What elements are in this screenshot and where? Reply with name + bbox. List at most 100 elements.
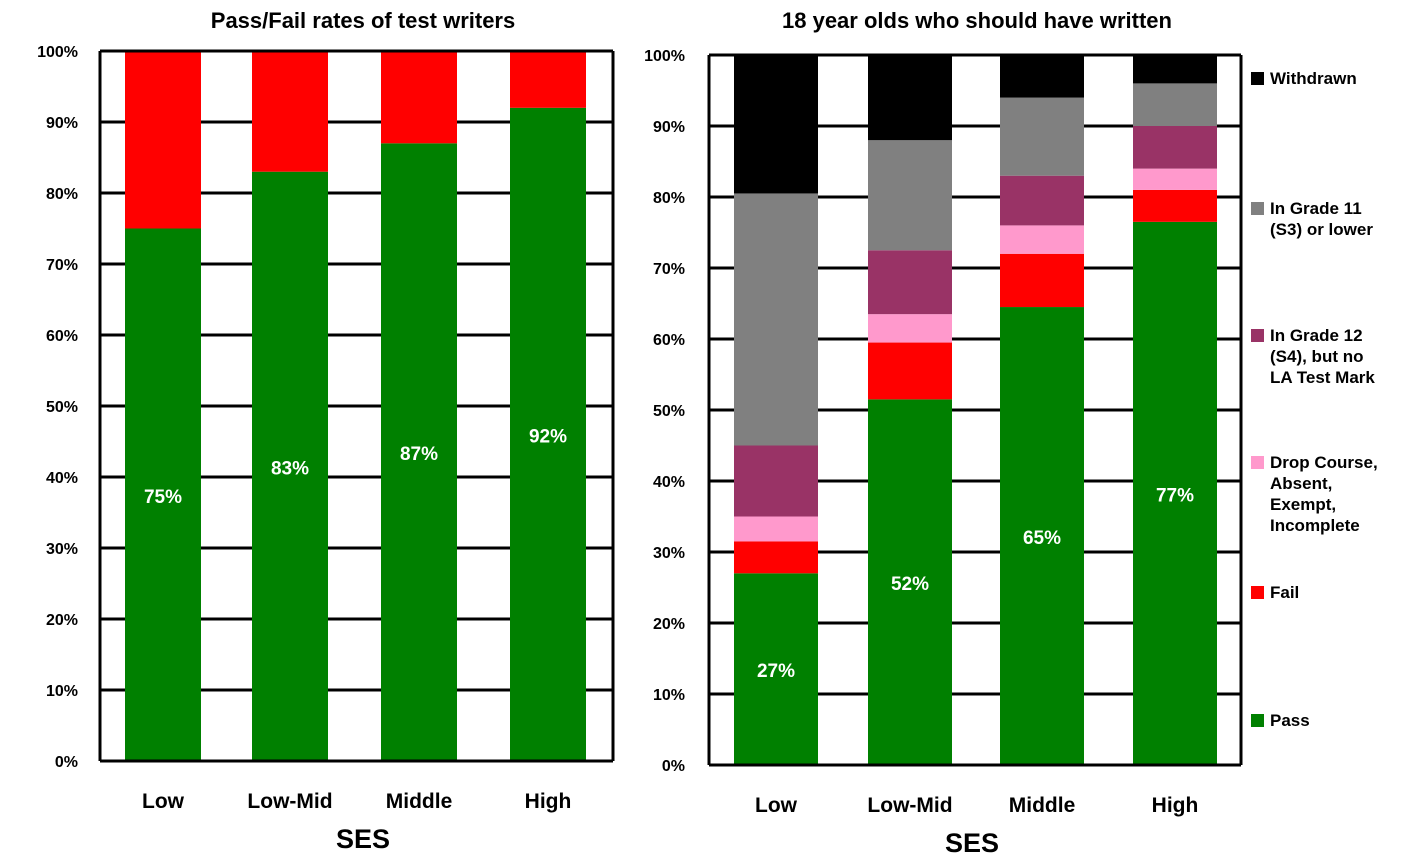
legend-label-line: Exempt,	[1270, 495, 1336, 514]
right-data-label-high: 77%	[1156, 485, 1194, 506]
legend-label-line: Incomplete	[1270, 516, 1360, 535]
right-bar-middle-withdrawn	[1000, 55, 1084, 98]
right-bar-low-mid-drop-course-absent-exempt-incomplete	[868, 314, 952, 343]
left-bar-high-fail	[510, 51, 586, 108]
left-bar-high-pass	[510, 107, 586, 762]
legend-label-line: (S3) or lower	[1270, 220, 1373, 239]
right-y-tick-label: 0%	[662, 758, 685, 775]
legend-label-line: Pass	[1270, 711, 1310, 730]
legend-swatch	[1251, 586, 1264, 599]
legend-item-in-grade-11: In Grade 11 (S3) or lower	[1251, 199, 1373, 239]
left-bar-middle-pass	[381, 143, 457, 762]
legend-label-line: In Grade 12	[1270, 326, 1363, 345]
left-bar-low-mid-pass	[252, 171, 328, 761]
right-bar-low-mid-in-grade-11-s3-or-lower	[868, 140, 952, 251]
right-chart-x-axis-label: SES	[945, 828, 999, 856]
left-x-tick-label-low: Low	[142, 790, 185, 813]
legend-label-line: Absent,	[1270, 474, 1332, 493]
left-chart-title: Pass/Fail rates of test writers	[211, 8, 515, 33]
left-y-tick-label: 80%	[46, 186, 78, 203]
right-chart-18-year-olds: 18 year olds who should have written SES…	[644, 8, 1243, 856]
right-x-tick-label-high: High	[1152, 794, 1199, 817]
right-bar-middle-in-grade-12-s4-but-no-la-test-mark	[1000, 175, 1084, 226]
left-chart-x-axis-label: SES	[336, 824, 390, 854]
right-bar-middle-fail	[1000, 253, 1084, 308]
right-bar-low-pass	[734, 573, 818, 765]
left-data-label-middle: 87%	[400, 444, 438, 465]
left-plot-area: 75% 83% 87% 92%	[98, 49, 615, 763]
right-y-tick-label: 80%	[653, 190, 685, 207]
right-bar-middle-pass	[1000, 307, 1084, 765]
right-data-label-low-mid: 52%	[891, 574, 929, 595]
right-y-tick-label: 30%	[653, 545, 685, 562]
left-y-tick-label: 50%	[46, 399, 78, 416]
left-y-tick-label: 30%	[46, 541, 78, 558]
right-chart-title: 18 year olds who should have written	[782, 8, 1172, 33]
legend-label-line: In Grade 11	[1270, 199, 1362, 218]
legend-swatch	[1251, 202, 1264, 215]
legend-swatch	[1251, 329, 1264, 342]
left-y-tick-label: 40%	[46, 470, 78, 487]
right-bar-low-withdrawn	[734, 55, 818, 194]
left-x-tick-label-middle: Middle	[386, 790, 453, 813]
left-y-tick-label: 0%	[55, 754, 78, 771]
right-plot-area: 27% 52% 65% 77%	[707, 53, 1243, 767]
left-data-label-low: 75%	[144, 487, 182, 508]
left-y-tick-label: 20%	[46, 612, 78, 629]
right-data-label-low: 27%	[757, 661, 795, 682]
right-bar-middle-drop-course-absent-exempt-incomplete	[1000, 225, 1084, 254]
legend-item-pass: Pass	[1251, 711, 1310, 730]
right-y-tick-label: 40%	[653, 474, 685, 491]
right-y-tick-label: 70%	[653, 261, 685, 278]
right-bar-low-drop-course-absent-exempt-incomplete	[734, 516, 818, 542]
right-y-tick-label: 90%	[653, 119, 685, 136]
legend-swatch	[1251, 72, 1264, 85]
right-bar-high-in-grade-11-s3-or-lower	[1133, 83, 1217, 126]
right-x-tick-label-low: Low	[755, 794, 798, 817]
right-bar-high-pass	[1133, 221, 1217, 766]
right-bar-high-drop-course-absent-exempt-incomplete	[1133, 168, 1217, 190]
right-x-tick-label-middle: Middle	[1009, 794, 1076, 817]
right-bar-low-mid-in-grade-12-s4-but-no-la-test-mark	[868, 250, 952, 315]
legend-swatch	[1251, 714, 1264, 727]
legend-label-line: Fail	[1270, 583, 1299, 602]
left-bar-low-pass	[125, 228, 201, 761]
legend-label-line: Withdrawn	[1270, 69, 1357, 88]
right-y-tick-label: 100%	[644, 48, 685, 65]
legend-item-fail: Fail	[1251, 583, 1299, 602]
right-y-tick-label: 60%	[653, 332, 685, 349]
right-data-label-middle: 65%	[1023, 528, 1061, 549]
right-y-tick-label: 50%	[653, 403, 685, 420]
left-bar-middle-fail	[381, 51, 457, 144]
right-x-tick-label-low-mid: Low-Mid	[867, 794, 952, 817]
left-chart-pass-fail-test-writers: Pass/Fail rates of test writers SES 75% 8…	[37, 8, 615, 854]
left-x-tick-label-high: High	[525, 790, 572, 813]
left-y-tick-label: 90%	[46, 115, 78, 132]
left-bar-low-fail	[125, 51, 201, 229]
right-y-tick-label: 20%	[653, 616, 685, 633]
right-bar-low-fail	[734, 541, 818, 574]
right-bar-low-mid-withdrawn	[868, 55, 952, 141]
left-data-label-low-mid: 83%	[271, 458, 309, 479]
right-bar-high-withdrawn	[1133, 55, 1217, 84]
right-bar-low-mid-fail	[868, 342, 952, 400]
right-bar-low-in-grade-12-s4-but-no-la-test-mark	[734, 445, 818, 517]
legend-label-line: (S4), but no	[1270, 347, 1363, 366]
right-bar-middle-in-grade-11-s3-or-lower	[1000, 97, 1084, 176]
right-bar-high-fail	[1133, 189, 1217, 222]
left-data-label-high: 92%	[529, 426, 567, 447]
legend-label-line: LA Test Mark	[1270, 368, 1375, 387]
right-bar-low-in-grade-11-s3-or-lower	[734, 193, 818, 446]
legend-swatch	[1251, 456, 1264, 469]
left-bar-low-mid-fail	[252, 51, 328, 172]
left-x-tick-label-low-mid: Low-Mid	[247, 790, 332, 813]
left-y-tick-label: 70%	[46, 257, 78, 274]
legend-item-drop-course: Drop Course, Absent, Exempt, Incomplete	[1251, 453, 1378, 535]
left-y-tick-label: 100%	[37, 44, 78, 61]
right-y-tick-label: 10%	[653, 687, 685, 704]
legend-item-in-grade-12: In Grade 12 (S4), but no LA Test Mark	[1251, 326, 1375, 387]
left-y-tick-label: 60%	[46, 328, 78, 345]
legend-label-line: Drop Course,	[1270, 453, 1378, 472]
